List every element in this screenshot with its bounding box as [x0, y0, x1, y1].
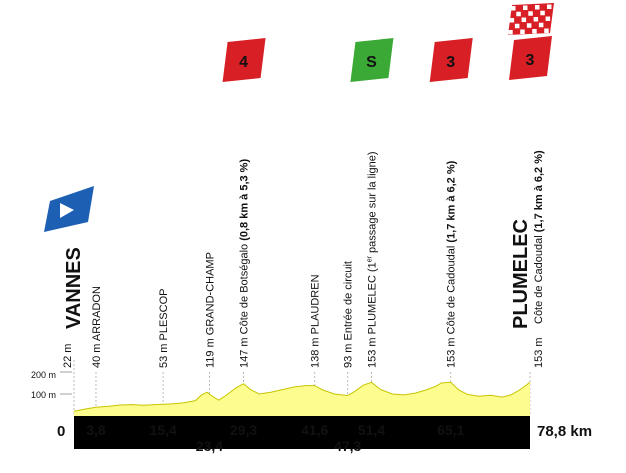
start-marker: 22 m VANNES [44, 186, 94, 368]
km-label: 41,6 [301, 422, 328, 438]
location-label: 40 m ARRADON [91, 286, 103, 368]
flag-square [521, 17, 527, 22]
elevation-line [73, 381, 531, 412]
location-label: 119 m GRAND-CHAMP [204, 252, 216, 368]
location-text: 147 m Côte de Botségalo [239, 244, 251, 368]
flag-square [523, 5, 528, 10]
finish-climb: Côte de Cadoudal (1,7 km à 6,2 %) [533, 150, 545, 324]
location-text-tail: passage sur la ligne) [366, 151, 378, 256]
flag-square [514, 23, 520, 29]
km-label: 29,3 [230, 422, 257, 438]
flag-square [532, 29, 537, 34]
badge-label: 4 [239, 54, 248, 71]
flag-square [526, 23, 532, 28]
flag-square [540, 10, 545, 16]
finish-town: PLUMELEC [510, 219, 532, 329]
flag-square [516, 11, 521, 17]
km-label: 47,3 [334, 438, 361, 454]
climb-detail: (1,7 km à 6,2 %) [446, 160, 458, 245]
km-label: 65,1 [437, 422, 464, 438]
total-distance: 78,8 km [537, 423, 592, 440]
axis-label-200: 200 m [31, 370, 56, 380]
location-label: 93 m Entrée de circuit [343, 261, 355, 368]
badge-label: S [366, 54, 377, 71]
km-label: 23,4 [196, 438, 223, 454]
start-altitude: 22 m [62, 344, 74, 368]
climb-detail: (1,7 km à 6,2 %) [533, 150, 545, 235]
flag-square [511, 6, 516, 11]
location-text: 93 m Entrée de circuit [343, 261, 355, 368]
start-distance: 0 [57, 423, 65, 440]
climb-badge [429, 38, 473, 82]
play-icon [60, 203, 74, 218]
distance-band [74, 416, 530, 449]
flag-square [545, 16, 551, 21]
location-text: 119 m GRAND-CHAMP [204, 252, 216, 368]
location-text: 153 m Côte de Cadoudal [446, 246, 458, 368]
location-text: 53 m PLESCOP [158, 289, 170, 368]
location-label: 53 m PLESCOP [158, 289, 170, 368]
location-text: 40 m ARRADON [91, 286, 103, 368]
superscript: er [366, 255, 373, 262]
flag-square [508, 30, 513, 35]
flag-square [509, 18, 515, 23]
km-label: 15,4 [149, 422, 176, 438]
km-label: 3,8 [86, 422, 106, 438]
flag-square [538, 22, 544, 28]
sprint-badge [350, 38, 394, 82]
finish-altitude: 153 m [533, 337, 545, 368]
flag-square [528, 11, 533, 16]
badge-label: 3 [446, 54, 455, 71]
flag-square [547, 4, 552, 9]
climb-name: Côte de Cadoudal [533, 235, 545, 324]
flag-square [544, 28, 549, 33]
climb-badge [222, 38, 266, 82]
climb-detail: (0,8 km à 5,3 %) [239, 159, 251, 244]
location-label: 153 m PLUMELEC (1er passage sur la ligne… [366, 151, 378, 368]
checkered-flag [508, 3, 554, 35]
badge-label: 3 [526, 52, 535, 69]
category-badges: 4 S 3 3 [222, 3, 554, 82]
km-label: 51,4 [358, 422, 385, 438]
km-labels: 3,8 15,4 23,4 29,3 41,6 47,351,4 65,1 [86, 422, 464, 454]
location-label: 153 m Côte de Cadoudal (1,7 km à 6,2 %) [446, 160, 458, 368]
climb-badge [509, 36, 552, 80]
axis-label-100: 100 m [31, 390, 56, 400]
location-labels: 40 m ARRADON 53 m PLESCOP 119 m GRAND-CHAM… [91, 151, 458, 368]
location-text: 138 m PLAUDREN [310, 274, 322, 368]
elevation-area [74, 382, 530, 416]
start-town: VANNES [63, 247, 85, 329]
flag-square [533, 17, 539, 22]
location-label: 147 m Côte de Botségalo (0,8 km à 5,3 %) [239, 159, 251, 368]
flag-square [535, 5, 540, 10]
location-label: 138 m PLAUDREN [310, 274, 322, 368]
location-text: 153 m PLUMELEC (1 [366, 262, 378, 368]
flag-square [520, 29, 525, 34]
